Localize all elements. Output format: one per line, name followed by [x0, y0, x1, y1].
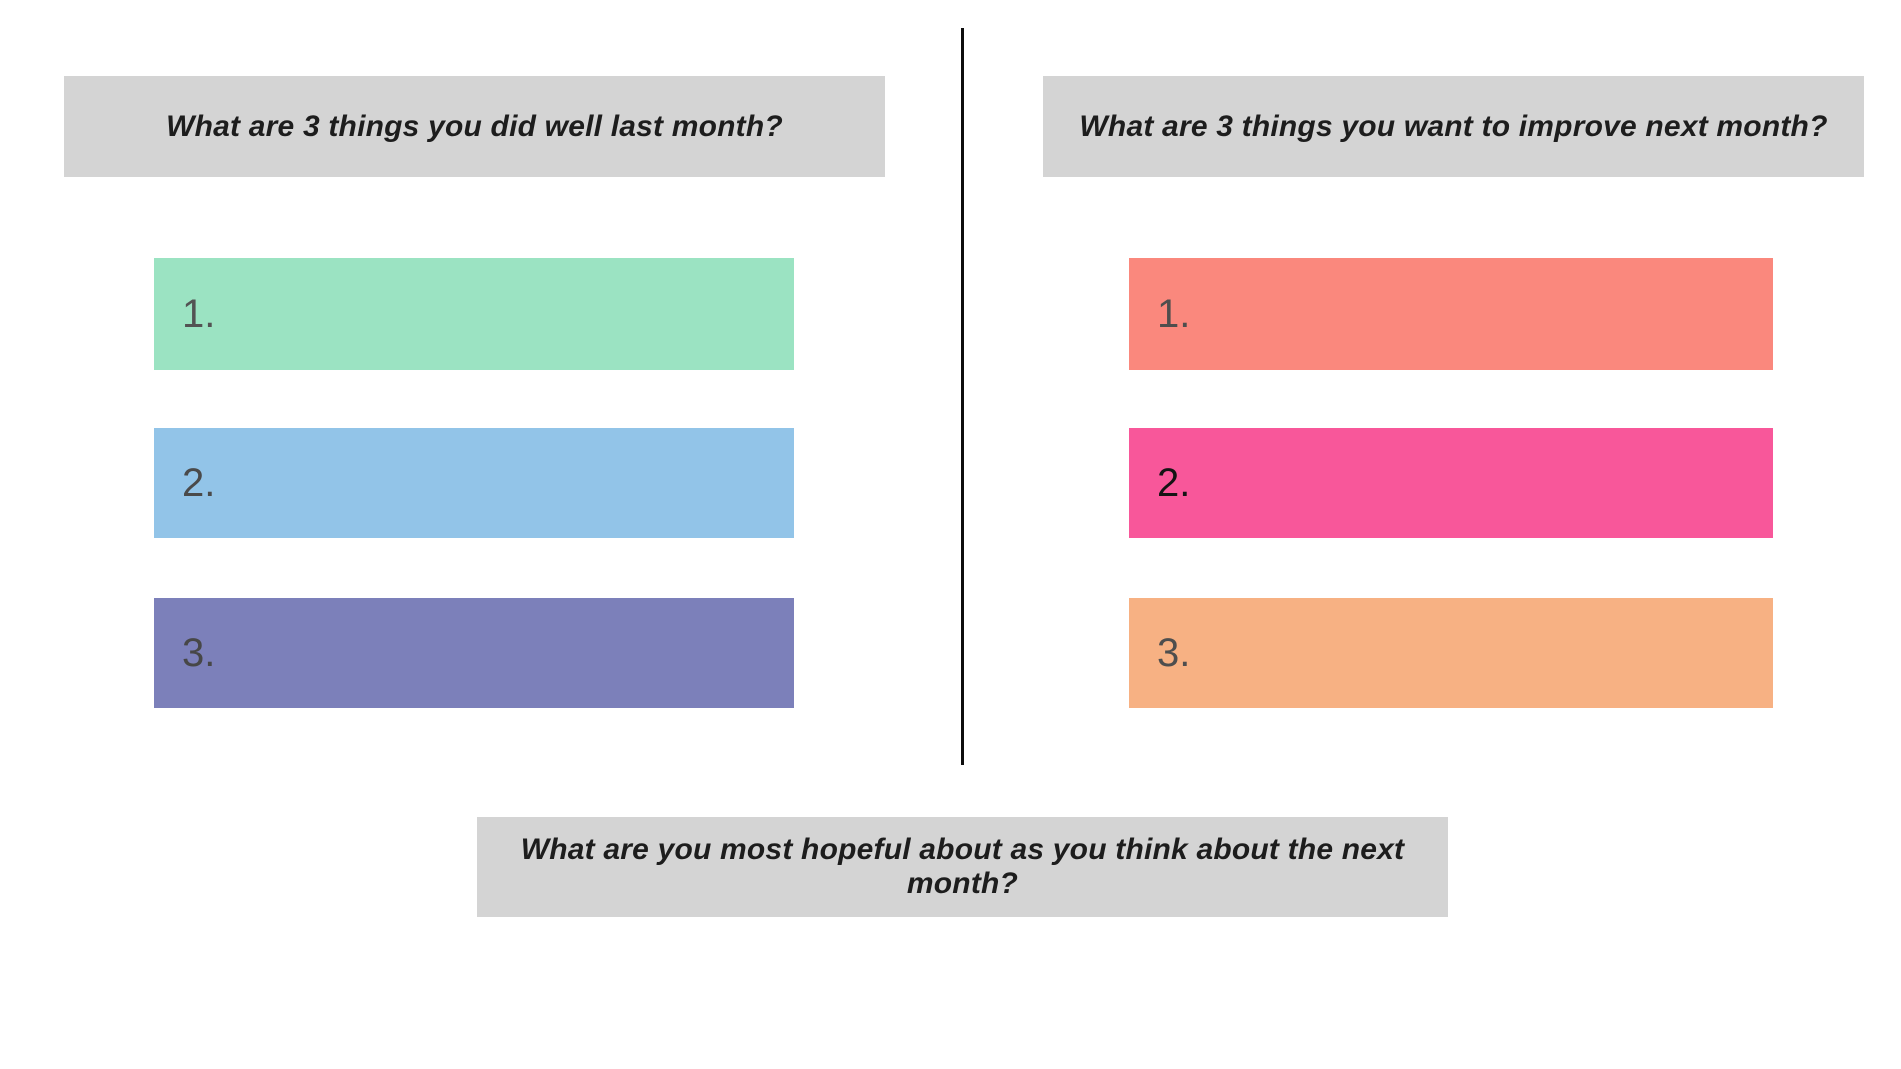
- answer-bar-did-well-2[interactable]: 2.: [154, 428, 794, 538]
- left-column-prompt: What are 3 things you did well last mont…: [64, 76, 885, 177]
- answer-bar-improve-3[interactable]: 3.: [1129, 598, 1773, 708]
- answer-bar-did-well-3[interactable]: 3.: [154, 598, 794, 708]
- column-divider: [961, 28, 964, 765]
- answer-bar-improve-2[interactable]: 2.: [1129, 428, 1773, 538]
- bottom-prompt: What are you most hopeful about as you t…: [477, 817, 1448, 917]
- right-column-prompt: What are 3 things you want to improve ne…: [1043, 76, 1864, 177]
- answer-bar-did-well-1[interactable]: 1.: [154, 258, 794, 370]
- answer-bar-improve-1[interactable]: 1.: [1129, 258, 1773, 370]
